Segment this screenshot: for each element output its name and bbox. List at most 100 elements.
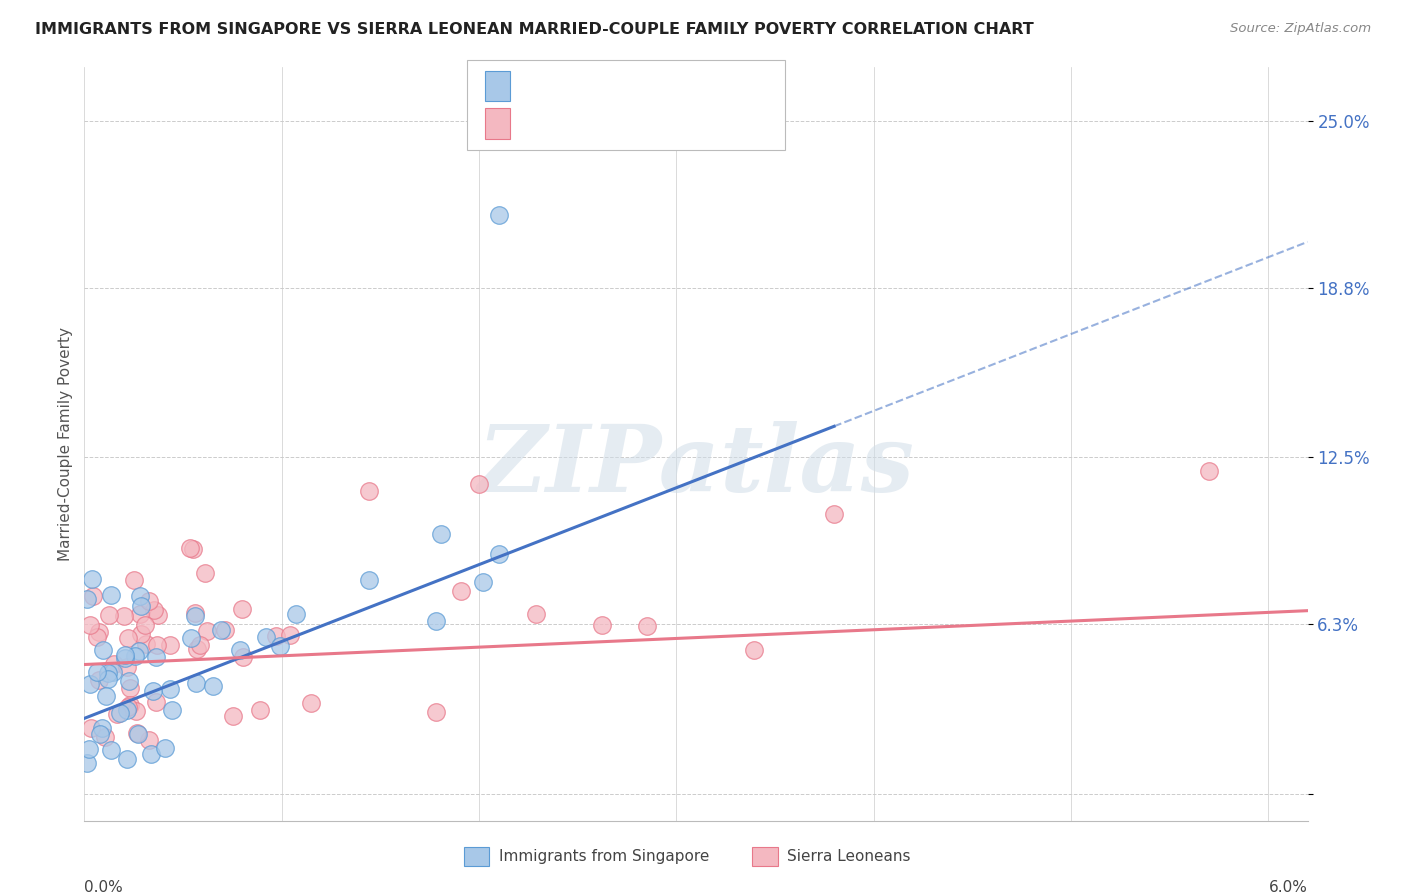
Point bbox=[125, 704, 148, 718]
Point bbox=[76, 591, 98, 606]
Point bbox=[591, 617, 613, 632]
Point bbox=[112, 609, 135, 624]
Point bbox=[96, 690, 118, 704]
Point bbox=[186, 675, 208, 690]
Text: 6.0%: 6.0% bbox=[1268, 880, 1308, 892]
Point bbox=[127, 725, 149, 739]
Text: Sierra Leoneans: Sierra Leoneans bbox=[787, 849, 911, 863]
Point bbox=[159, 681, 181, 696]
Point bbox=[429, 527, 451, 541]
Point bbox=[115, 660, 138, 674]
Point bbox=[186, 641, 208, 656]
Point bbox=[162, 703, 184, 717]
Point bbox=[488, 548, 510, 562]
Point bbox=[148, 608, 170, 623]
Point bbox=[91, 721, 114, 735]
Point bbox=[127, 727, 149, 741]
Point bbox=[108, 706, 131, 721]
Point bbox=[76, 756, 98, 770]
Point bbox=[79, 677, 101, 691]
Point bbox=[254, 630, 277, 644]
Point bbox=[80, 721, 103, 735]
Point bbox=[284, 607, 307, 621]
Point bbox=[114, 651, 136, 665]
Point bbox=[180, 632, 202, 646]
Point bbox=[1198, 464, 1220, 478]
Text: N =: N = bbox=[613, 78, 661, 95]
Point bbox=[134, 617, 156, 632]
Point bbox=[105, 706, 128, 721]
Point bbox=[91, 642, 114, 657]
Point bbox=[101, 665, 124, 679]
Text: N =: N = bbox=[613, 114, 661, 132]
Point bbox=[145, 650, 167, 665]
Point bbox=[155, 740, 177, 755]
Point bbox=[141, 747, 163, 761]
Point bbox=[89, 625, 111, 640]
Point bbox=[179, 541, 201, 555]
Point bbox=[194, 566, 217, 581]
Point bbox=[129, 627, 152, 641]
Text: Source: ZipAtlas.com: Source: ZipAtlas.com bbox=[1230, 22, 1371, 36]
Point bbox=[100, 743, 122, 757]
Text: 55: 55 bbox=[659, 114, 682, 132]
Point bbox=[249, 702, 271, 716]
Point bbox=[135, 637, 157, 651]
Point bbox=[214, 623, 236, 637]
Point bbox=[98, 607, 121, 622]
Text: 0.0%: 0.0% bbox=[84, 880, 124, 892]
Point bbox=[181, 542, 204, 557]
Point bbox=[77, 741, 100, 756]
Point bbox=[468, 477, 491, 491]
Point bbox=[278, 628, 301, 642]
Point bbox=[142, 684, 165, 698]
Point bbox=[159, 639, 181, 653]
Point bbox=[188, 638, 211, 652]
Point bbox=[195, 624, 218, 639]
Point bbox=[129, 589, 152, 603]
Point bbox=[524, 607, 547, 621]
Point bbox=[89, 727, 111, 741]
Point bbox=[117, 752, 139, 766]
Point bbox=[79, 618, 101, 632]
Point bbox=[122, 573, 145, 587]
Point bbox=[472, 574, 495, 589]
Point bbox=[742, 642, 765, 657]
Point bbox=[145, 695, 167, 709]
Point bbox=[120, 698, 142, 712]
Point bbox=[488, 208, 510, 222]
Point bbox=[138, 732, 160, 747]
Point bbox=[231, 601, 253, 615]
Point bbox=[117, 674, 139, 689]
Point bbox=[450, 584, 472, 599]
Point bbox=[97, 672, 120, 686]
Text: Immigrants from Singapore: Immigrants from Singapore bbox=[499, 849, 710, 863]
Point bbox=[114, 648, 136, 662]
Text: 0.153: 0.153 bbox=[561, 114, 613, 132]
Point bbox=[184, 608, 207, 623]
Text: IMMIGRANTS FROM SINGAPORE VS SIERRA LEONEAN MARRIED-COUPLE FAMILY POVERTY CORREL: IMMIGRANTS FROM SINGAPORE VS SIERRA LEON… bbox=[35, 22, 1033, 37]
Text: 0.570: 0.570 bbox=[561, 78, 613, 95]
Point bbox=[117, 700, 139, 714]
Point bbox=[124, 649, 146, 664]
Point bbox=[357, 573, 380, 587]
Text: R =: R = bbox=[522, 78, 558, 95]
Point bbox=[117, 703, 139, 717]
Text: R =: R = bbox=[522, 114, 558, 132]
Point bbox=[299, 696, 322, 710]
Point bbox=[209, 623, 232, 637]
Point bbox=[93, 730, 115, 744]
Point bbox=[142, 603, 165, 617]
Point bbox=[637, 619, 659, 633]
Point bbox=[183, 606, 205, 620]
Point bbox=[89, 673, 111, 687]
Point bbox=[222, 708, 245, 723]
Point bbox=[357, 483, 380, 498]
Point bbox=[269, 639, 291, 653]
Point bbox=[201, 680, 224, 694]
Y-axis label: Married-Couple Family Poverty: Married-Couple Family Poverty bbox=[58, 326, 73, 561]
Point bbox=[120, 681, 142, 695]
Point bbox=[82, 572, 104, 586]
Point bbox=[100, 588, 122, 602]
Point bbox=[82, 589, 104, 603]
